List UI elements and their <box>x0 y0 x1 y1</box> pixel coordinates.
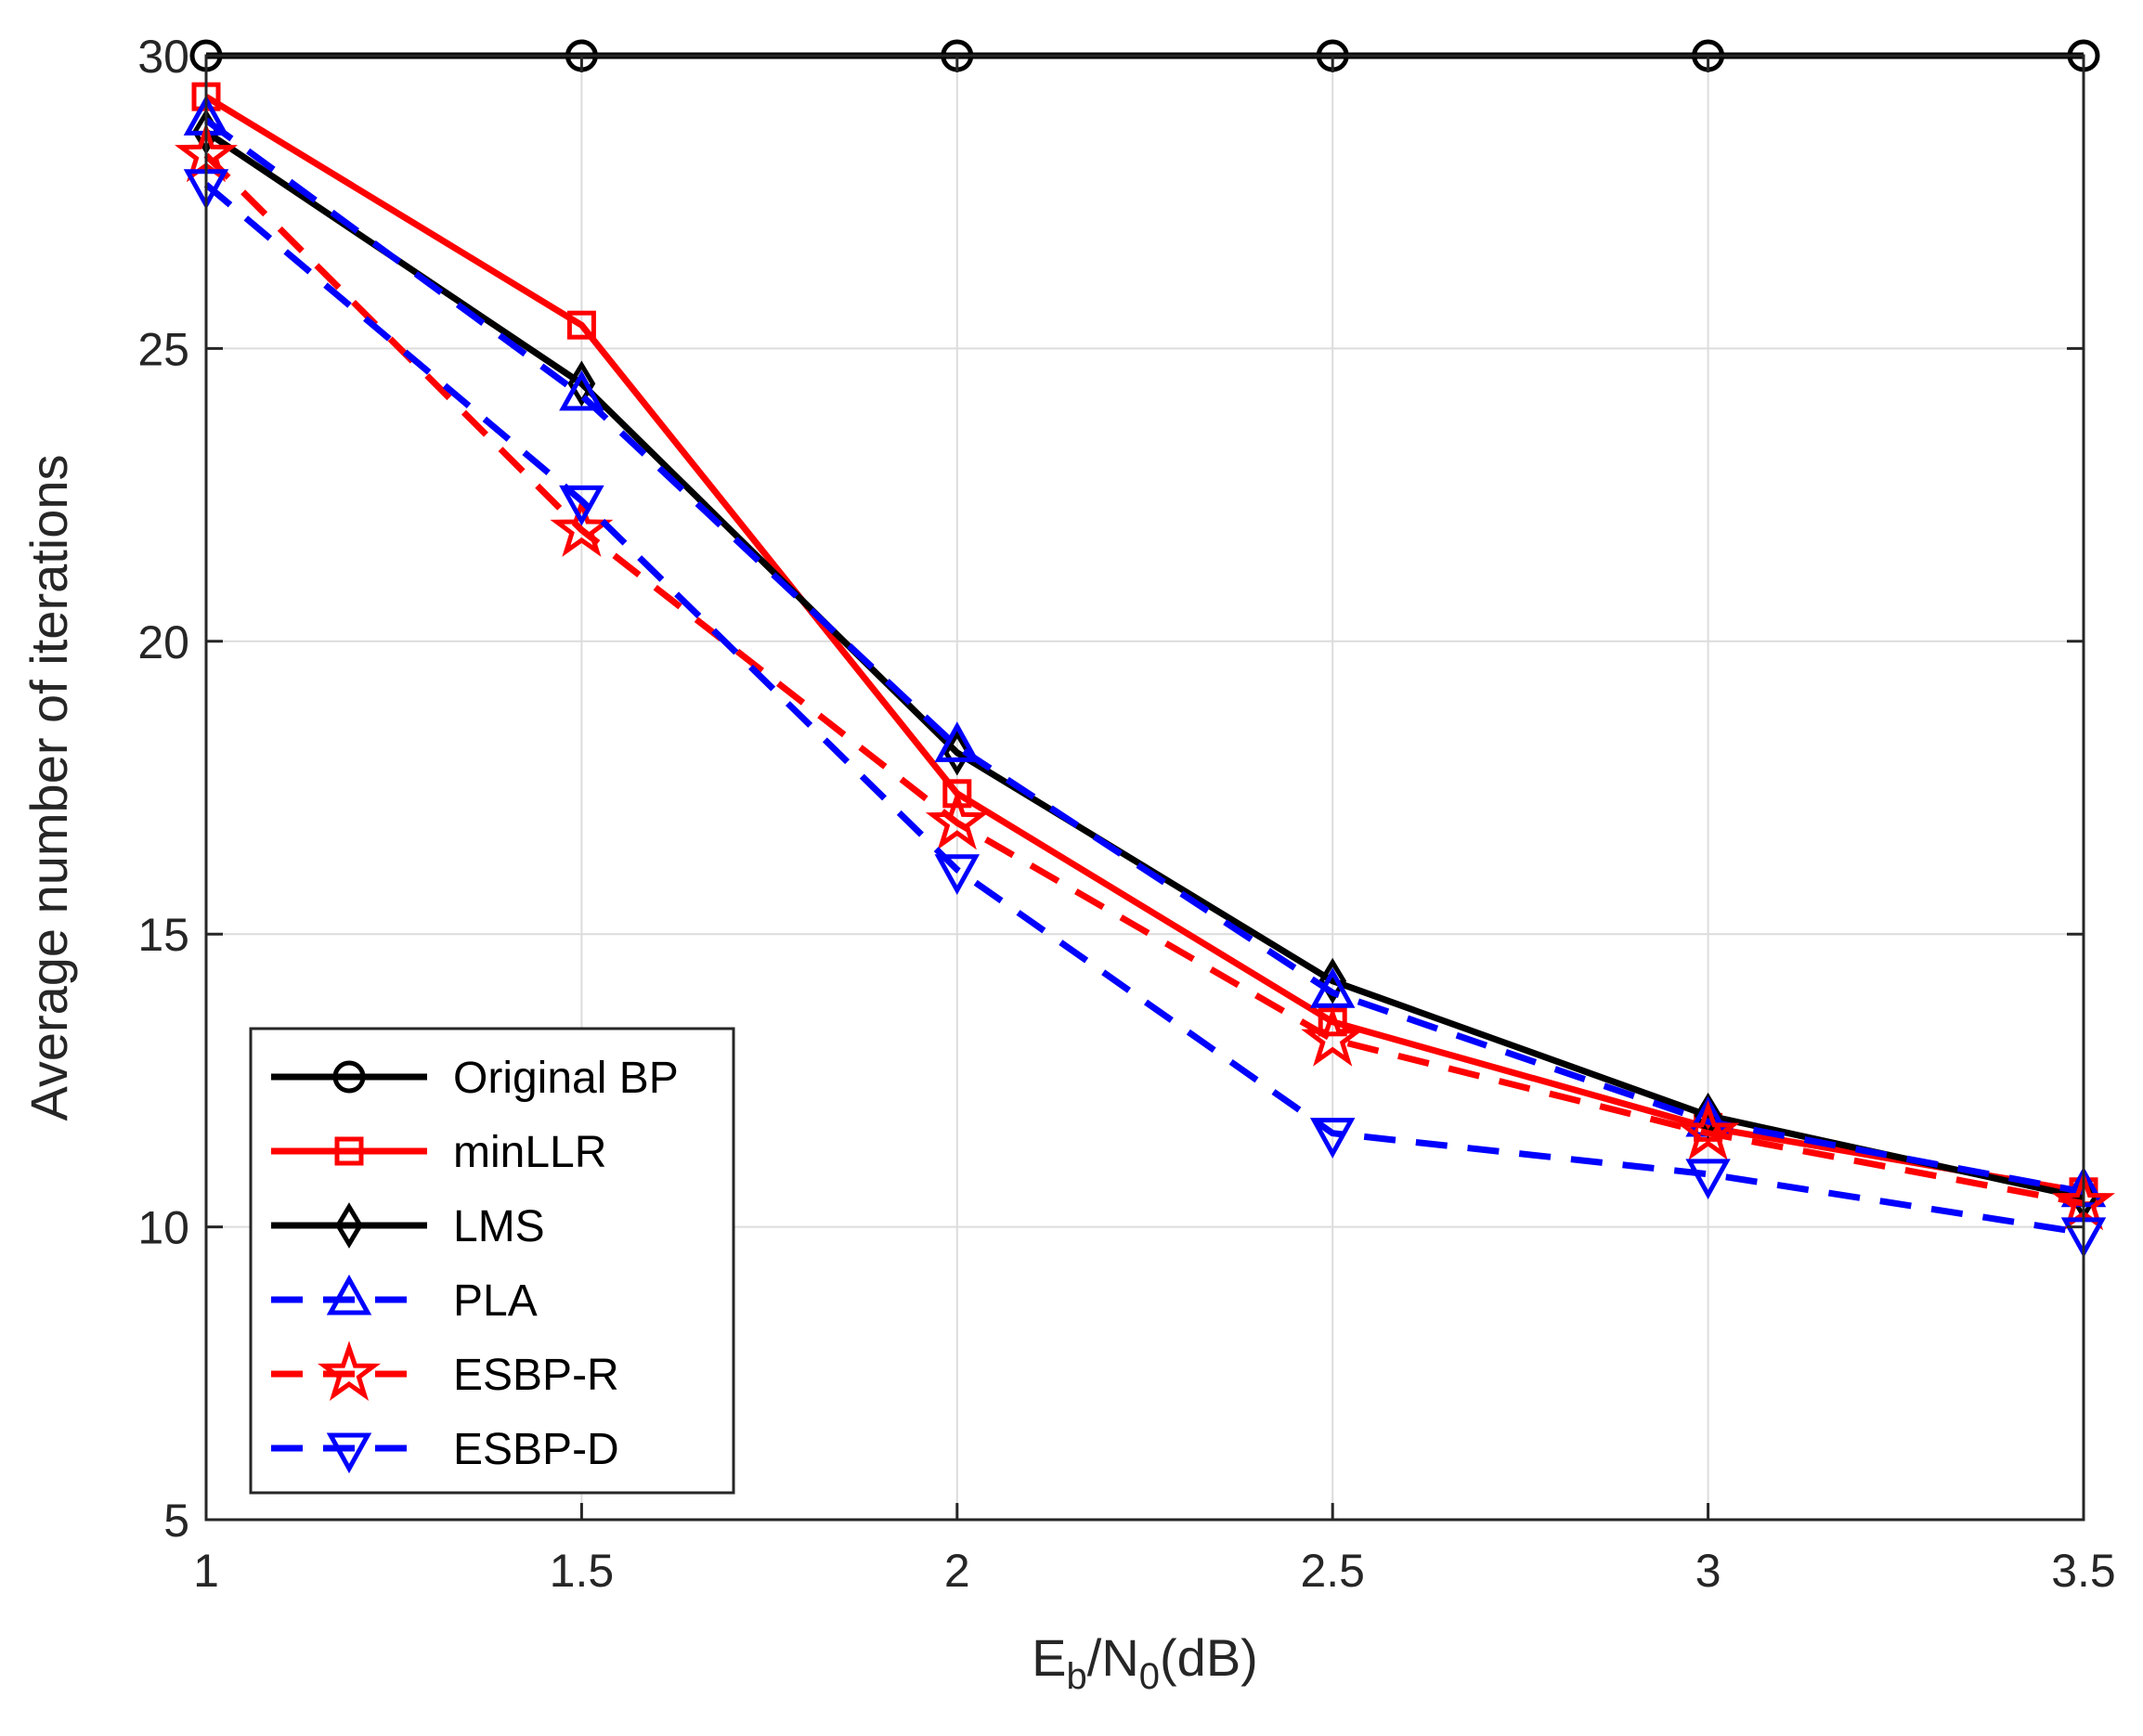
legend-label: minLLR <box>453 1128 606 1177</box>
y-axis-label: Average number of iterations <box>19 454 78 1121</box>
legend-marker <box>335 1202 363 1249</box>
legend: Original BP minLLR LMS PLA ESBP-R ESBP-D <box>249 1027 735 1495</box>
legend-item: LMS <box>271 1202 545 1251</box>
legend-item: PLA <box>271 1274 538 1326</box>
legend-marker <box>332 1060 366 1094</box>
legend-box <box>249 1027 735 1495</box>
series-pla <box>183 95 2107 1208</box>
tick-labels: 1 1.5 2 2.5 3 3.5 5 10 15 20 25 30 <box>137 31 2115 1597</box>
legend-marker <box>318 1341 381 1402</box>
x-tick-label: 2 <box>944 1545 970 1597</box>
y-tick-label: 25 <box>137 323 189 375</box>
y-tick-label: 30 <box>137 31 189 83</box>
data-point <box>934 721 981 762</box>
data-point <box>550 497 614 557</box>
legend-item: ESBP-R <box>271 1341 619 1402</box>
y-tick-label: 5 <box>163 1495 189 1547</box>
x-tick-label: 1 <box>193 1545 219 1597</box>
legend-marker <box>326 1274 372 1315</box>
legend-label: LMS <box>453 1202 545 1251</box>
legend-label: Original BP <box>453 1054 679 1103</box>
legend-item: ESBP-D <box>271 1425 619 1474</box>
x-axis-label: Eb/N0(dB) <box>1032 1628 1258 1697</box>
y-tick-label: 15 <box>137 909 189 961</box>
legend-marker <box>326 1432 372 1474</box>
data-point <box>934 854 981 895</box>
legend-marker <box>334 1136 364 1166</box>
series-line <box>204 94 2085 1196</box>
data-point <box>942 779 972 809</box>
legend-label: ESBP-D <box>453 1425 619 1474</box>
x-tick-label: 3 <box>1695 1545 1721 1597</box>
data-point <box>1685 1159 1731 1199</box>
legend-item: Original BP <box>271 1054 679 1103</box>
data-point <box>566 310 596 340</box>
data-point <box>1309 1118 1356 1159</box>
series-line <box>203 117 2085 1196</box>
legend-label: ESBP-R <box>453 1351 619 1400</box>
data-point <box>1301 1005 1365 1067</box>
legend-item: minLLR <box>271 1128 606 1177</box>
x-tick-label: 1.5 <box>550 1545 615 1597</box>
y-tick-label: 20 <box>137 616 189 668</box>
data-point <box>559 485 604 526</box>
data-point <box>559 369 604 411</box>
data-point <box>567 360 596 408</box>
data-point <box>1318 957 1347 1004</box>
x-tick-label: 2.5 <box>1300 1545 1365 1597</box>
series-line <box>203 152 2085 1207</box>
legend-label: PLA <box>453 1276 538 1326</box>
y-tick-label: 10 <box>137 1202 189 1254</box>
x-tick-label: 3.5 <box>2051 1545 2116 1597</box>
data-point <box>1676 1099 1740 1160</box>
data-point <box>942 729 971 776</box>
data-point <box>925 789 989 850</box>
data-point <box>1309 967 1356 1008</box>
plot-frame <box>204 54 2085 1522</box>
